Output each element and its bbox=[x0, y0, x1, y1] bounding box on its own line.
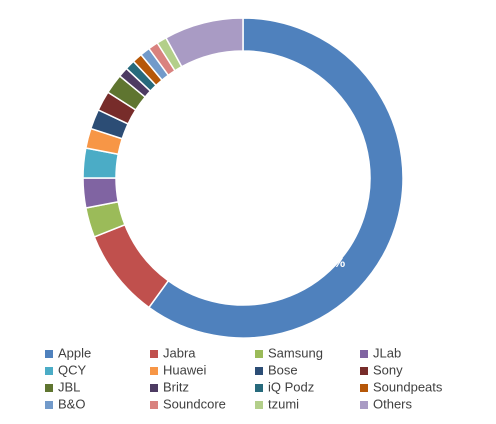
legend-swatch bbox=[45, 384, 53, 392]
legend-swatch bbox=[360, 367, 368, 375]
value-label: 60% bbox=[319, 255, 345, 270]
legend-label: Soundpeats bbox=[373, 379, 443, 394]
legend-swatch bbox=[360, 384, 368, 392]
legend-swatch bbox=[360, 401, 368, 409]
legend-label: Bose bbox=[268, 362, 298, 377]
legend-swatch bbox=[255, 401, 263, 409]
legend-label: QCY bbox=[58, 362, 87, 377]
legend-swatch bbox=[150, 401, 158, 409]
legend-swatch bbox=[150, 367, 158, 375]
legend-swatch bbox=[150, 350, 158, 358]
legend-label: Huawei bbox=[163, 362, 206, 377]
donut-slice bbox=[164, 17, 244, 68]
legend-label: JLab bbox=[373, 345, 401, 360]
legend-label: iQ Podz bbox=[268, 379, 314, 394]
legend-label: tzumi bbox=[268, 396, 299, 411]
legend-label: Jabra bbox=[163, 345, 196, 360]
legend-label: Samsung bbox=[268, 345, 323, 360]
legend-label: Soundcore bbox=[163, 396, 226, 411]
donut-slice bbox=[82, 177, 120, 209]
legend-label: Apple bbox=[58, 345, 91, 360]
legend-swatch bbox=[45, 350, 53, 358]
legend-swatch bbox=[45, 367, 53, 375]
legend-swatch bbox=[255, 367, 263, 375]
legend-label: Sony bbox=[373, 362, 403, 377]
legend-label: Britz bbox=[163, 379, 189, 394]
legend-label: JBL bbox=[58, 379, 80, 394]
legend-swatch bbox=[360, 350, 368, 358]
legend-label: Others bbox=[373, 396, 413, 411]
legend-swatch bbox=[255, 384, 263, 392]
legend-label: B&O bbox=[58, 396, 85, 411]
legend-swatch bbox=[255, 350, 263, 358]
legend-swatch bbox=[45, 401, 53, 409]
donut-slice bbox=[93, 223, 170, 309]
legend-swatch bbox=[150, 384, 158, 392]
donut-slice bbox=[147, 17, 404, 339]
